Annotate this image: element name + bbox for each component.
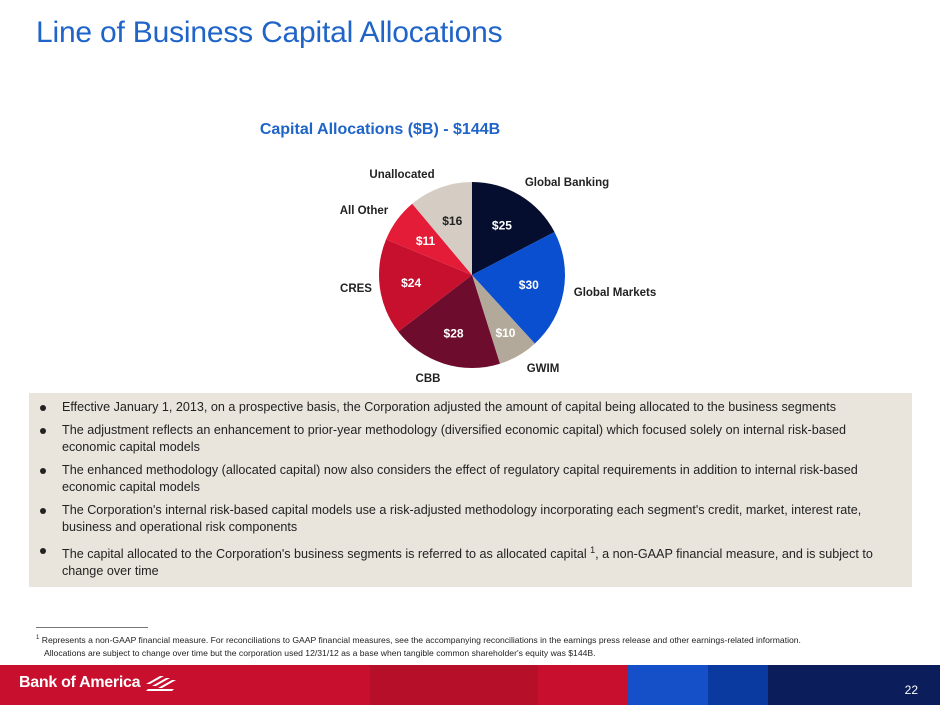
bullet-item: The capital allocated to the Corporation… [40, 542, 902, 581]
bank-of-america-logo[interactable]: Bank of America [19, 674, 178, 692]
slice-category-label: Unallocated [369, 169, 434, 181]
pie-slice-cbb [398, 275, 500, 368]
pie-slice-global-markets [472, 232, 565, 344]
pie-slice-all-other [386, 203, 472, 275]
slice-category-label: GWIM [527, 363, 560, 375]
chart-title: Capital Allocations ($B) - $144B [259, 121, 501, 138]
pie-slice-unallocated [412, 182, 472, 275]
footnote: 1 Represents a non-GAAP financial measur… [36, 634, 801, 658]
footnote-divider [36, 627, 148, 628]
footer-band [768, 665, 940, 705]
slice-category-label: Global Markets [574, 287, 656, 299]
flag-logo-icon [146, 676, 177, 691]
pie-chart: $25 Global Banking $30 Global Markets $10 GWI… [340, 169, 657, 385]
pie-slice-cres [379, 239, 472, 332]
bullet-icon [40, 427, 46, 434]
pie-slice-global-banking [472, 182, 555, 275]
bullet-list: Effective January 1, 2013, on a prospect… [40, 399, 902, 581]
footer-band [628, 665, 708, 705]
slice-value-label: $24 [401, 276, 421, 290]
slice-category-label: Global Banking [525, 177, 609, 189]
page-number: 22 [904, 683, 918, 697]
bullet-panel: Effective January 1, 2013, on a prospect… [29, 393, 912, 587]
bullet-icon [40, 405, 46, 411]
bullet-item: The enhanced methodology (allocated capi… [40, 462, 902, 497]
bullet-item: Effective January 1, 2013, on a prospect… [40, 399, 902, 417]
bullet-icon [40, 547, 46, 554]
footnote-ref: 1 [590, 544, 596, 555]
footer-band [538, 665, 628, 705]
footer-bar: Bank of America 22 [0, 665, 940, 705]
footer-band [708, 665, 768, 705]
bullet-icon [40, 467, 46, 474]
page-title: Line of Business Capital Allocations [36, 16, 503, 49]
footnote-marker: 1 [36, 635, 40, 641]
slice-category-label: CRES [340, 283, 372, 295]
slice-value-label: $11 [416, 234, 436, 248]
slice-value-label: $10 [495, 326, 515, 340]
bullet-item: The Corporation's internal risk-based ca… [40, 502, 902, 537]
pie-slice-gwim [472, 275, 535, 364]
slice-category-label: CBB [416, 373, 441, 385]
slice-value-label: $16 [442, 214, 462, 228]
slice-value-label: $30 [519, 278, 539, 292]
slice-value-label: $25 [492, 219, 512, 233]
footer-band [0, 665, 370, 705]
bullet-icon [40, 507, 46, 514]
slice-value-label: $28 [444, 327, 464, 341]
bullet-item: The adjustment reflects an enhancement t… [40, 422, 902, 457]
footer-band [370, 665, 538, 705]
slice-category-label: All Other [340, 205, 389, 217]
